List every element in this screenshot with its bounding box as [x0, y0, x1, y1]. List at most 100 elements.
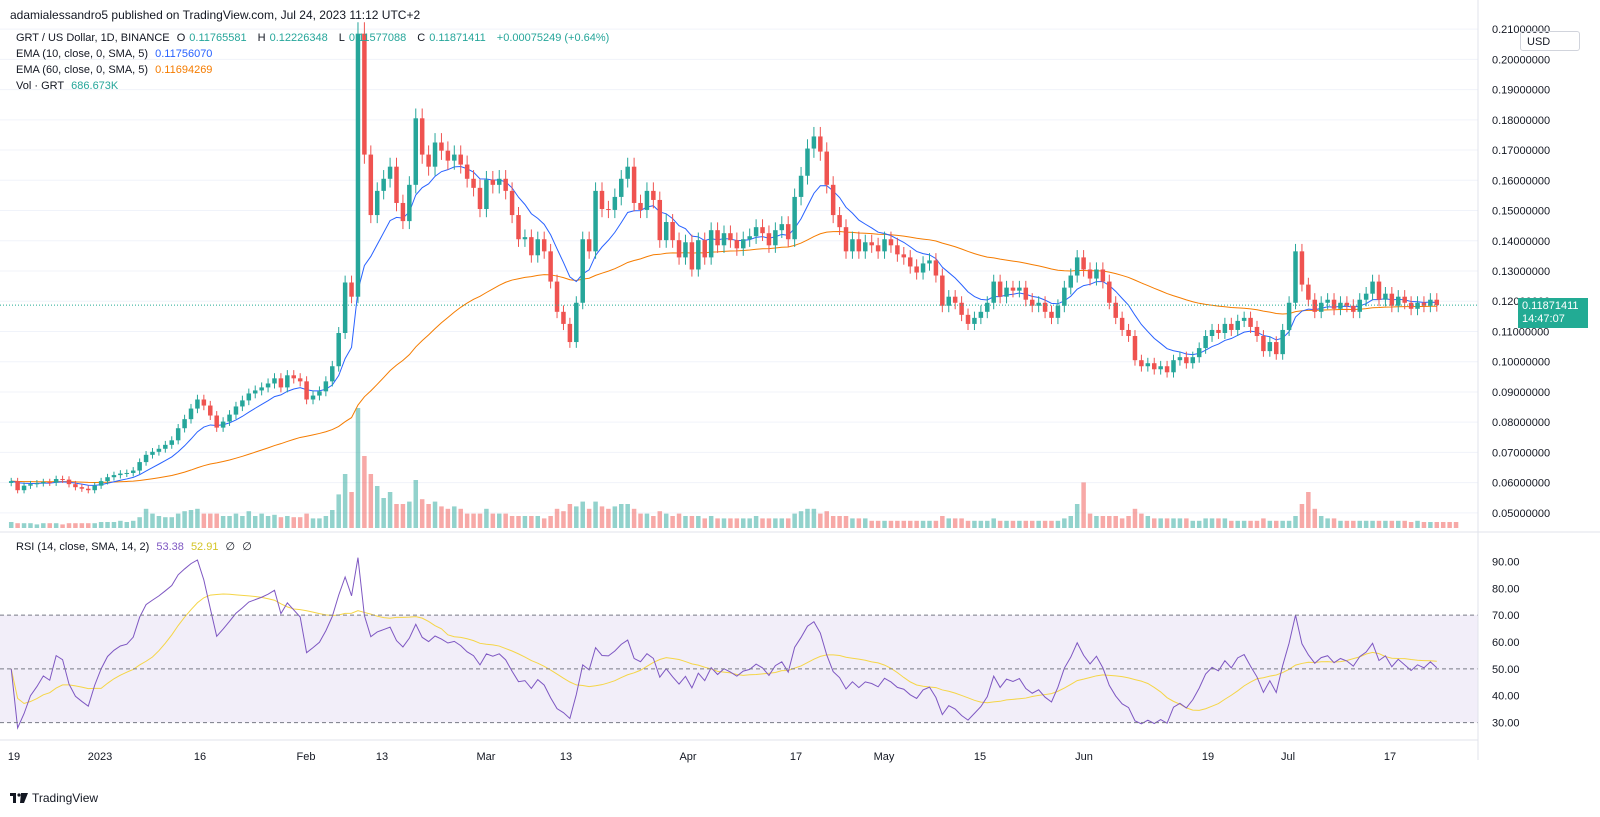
candle [663, 214, 669, 248]
candle [1158, 360, 1163, 375]
candle [657, 191, 663, 248]
volume-bar [21, 523, 27, 528]
candle [1164, 360, 1170, 378]
tradingview-logo-icon [10, 793, 28, 803]
legend-ema60-row[interactable]: EMA (60, close, 0, SMA, 5) 0.11694269 [16, 64, 216, 76]
candle [734, 232, 740, 256]
candle [105, 473, 110, 485]
volume-bar [606, 508, 611, 528]
volume-bar [991, 518, 996, 528]
volume-bar [875, 520, 881, 528]
volume-bar [1119, 518, 1125, 528]
candle [195, 394, 200, 414]
volume-bar [201, 513, 207, 528]
legend-vol-row[interactable]: Vol · GRT 686.673K [16, 80, 122, 92]
candle [130, 467, 136, 477]
volume-bar [522, 516, 528, 528]
candle [985, 296, 990, 319]
candle [965, 308, 971, 331]
legend-rsi-row[interactable]: RSI (14, close, SMA, 14, 2) 53.38 52.91 … [16, 540, 256, 553]
candle [561, 305, 566, 331]
price-tick-label: 0.08000000 [1492, 417, 1550, 429]
candle [1010, 280, 1016, 298]
volume-bar [1261, 518, 1266, 528]
candle [118, 470, 123, 479]
candle [567, 317, 573, 348]
candle [169, 436, 174, 449]
candle [1190, 351, 1196, 369]
volume-bar [529, 516, 534, 528]
footer-brand[interactable]: TradingView [10, 791, 98, 805]
candle [619, 170, 624, 206]
time-tick-label: 17 [1384, 751, 1396, 763]
vol-value: 686.673K [71, 80, 119, 92]
ohlc-open: O 0.11765581 [176, 32, 247, 44]
candle [220, 417, 226, 432]
candle [824, 142, 829, 194]
rsi-tick-label: 70.00 [1492, 610, 1520, 622]
price-tick-label: 0.06000000 [1492, 478, 1550, 490]
candle [175, 423, 181, 445]
legend-ema10-row[interactable]: EMA (10, close, 0, SMA, 5) 0.11756070 [16, 48, 216, 60]
candle [548, 243, 553, 289]
candle [1396, 290, 1401, 313]
price-tick-label: 0.21000000 [1492, 24, 1550, 36]
candle [683, 234, 688, 265]
volume-bar [1383, 520, 1388, 528]
candle [73, 480, 78, 491]
candle [901, 246, 907, 265]
time-tick-label: 19 [8, 751, 20, 763]
candle [1299, 243, 1305, 292]
candle [342, 275, 348, 339]
volume-bar [753, 516, 759, 528]
candle [1113, 296, 1118, 325]
volume-bar [381, 498, 386, 528]
volume-bar [1126, 516, 1131, 528]
volume-bar [689, 516, 695, 528]
volume-bar [734, 518, 740, 528]
volume-bar [452, 506, 457, 528]
volume-bar [509, 516, 515, 528]
candle [1145, 357, 1151, 372]
candle [111, 471, 117, 481]
candle [580, 231, 585, 310]
candle [1203, 330, 1208, 354]
candle [1434, 293, 1440, 312]
candle [490, 170, 496, 194]
candle [47, 478, 52, 486]
currency-selector[interactable]: USD [1520, 31, 1580, 51]
volume-bar [1267, 520, 1273, 528]
volume-bar [175, 513, 181, 528]
price-tick-label: 0.13000000 [1492, 266, 1550, 278]
volume-bar [972, 520, 977, 528]
candle [407, 176, 412, 230]
volume-bar [792, 513, 797, 528]
price-tick-label: 0.19000000 [1492, 85, 1550, 97]
candle [625, 157, 630, 188]
time-tick-label: 2023 [88, 751, 112, 763]
candles [8, 22, 1440, 494]
candle [400, 194, 406, 230]
volume-bar [901, 520, 907, 528]
candle [496, 170, 502, 194]
candle [1286, 296, 1292, 336]
volume-bar [747, 518, 752, 528]
candle [1074, 250, 1080, 283]
candle [1036, 296, 1041, 313]
volume-bar [413, 480, 419, 528]
volume-bar [1190, 520, 1196, 528]
volume-bar [355, 408, 361, 528]
candle [1408, 296, 1414, 316]
candle [66, 476, 72, 488]
volume-bar [1415, 520, 1420, 528]
volume-bar [965, 520, 971, 528]
candle [747, 228, 752, 247]
volume-bar [1055, 520, 1061, 528]
volume-bar [959, 518, 964, 528]
volume-bar [574, 506, 579, 528]
volume-bar [105, 522, 110, 528]
volume-bar [914, 520, 919, 528]
vol-label: Vol · GRT [16, 80, 65, 92]
volume-bar [156, 516, 162, 528]
